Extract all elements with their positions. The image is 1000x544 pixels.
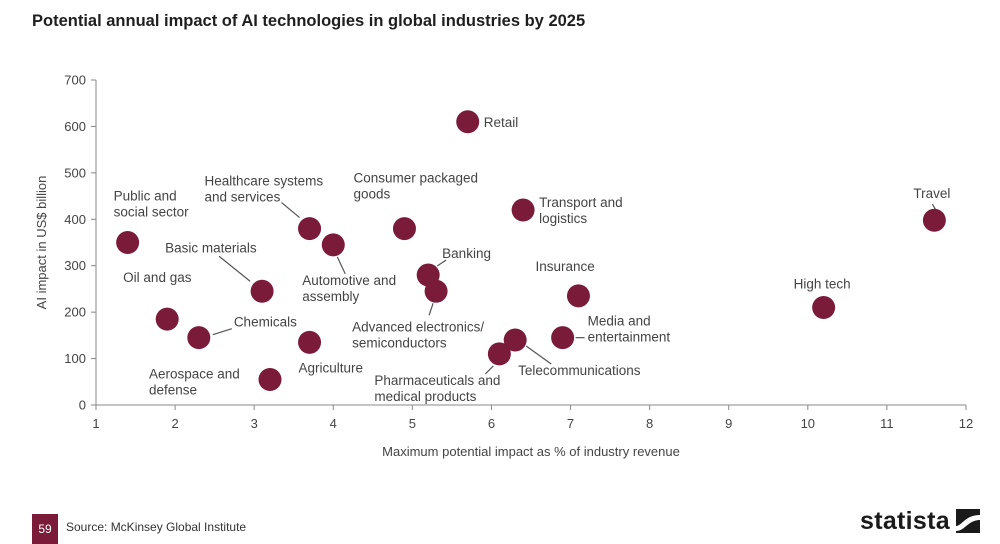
- x-tick-label: 3: [251, 416, 258, 431]
- data-point-label: Pharmaceuticals and medical products: [374, 373, 500, 404]
- x-tick-label: 6: [488, 416, 495, 431]
- data-point: [250, 279, 274, 303]
- data-point: [551, 326, 575, 350]
- data-point: [258, 367, 282, 391]
- x-tick-label: 11: [880, 416, 894, 431]
- data-point: [116, 231, 140, 254]
- data-point: [503, 328, 527, 352]
- data-point-label: Telecommunications: [518, 363, 641, 378]
- y-tick-label: 300: [64, 258, 86, 273]
- data-point: [487, 342, 511, 366]
- label-leader-line: [931, 203, 936, 210]
- data-point-label: Aerospace and defense: [149, 366, 240, 397]
- page-number-badge: 59: [32, 514, 58, 544]
- source-note: Source: McKinsey Global Institute: [66, 520, 247, 534]
- x-tick-label: 2: [171, 416, 178, 431]
- chart-title: Potential annual impact of AI technologi…: [32, 12, 586, 30]
- data-point-label: Chemicals: [234, 315, 297, 330]
- logo-text: statista: [860, 506, 950, 535]
- data-point: [511, 198, 535, 222]
- data-point: [812, 296, 836, 319]
- data-point: [424, 279, 448, 303]
- y-tick-label: 500: [64, 165, 86, 180]
- label-leader-line: [212, 328, 232, 336]
- data-point-label: Oil and gas: [123, 270, 192, 285]
- data-point-label: Media and entertainment: [588, 314, 671, 345]
- label-leader-line: [281, 202, 300, 219]
- data-point-label: High tech: [794, 277, 851, 292]
- y-tick-label: 400: [64, 212, 86, 227]
- data-point-label: Healthcare systems and services: [205, 174, 324, 205]
- x-tick-label: 12: [959, 416, 973, 431]
- data-point: [187, 326, 211, 350]
- statista-wave-icon: [955, 509, 980, 533]
- data-point-label: Consumer packaged goods: [353, 171, 478, 202]
- y-tick-label: 700: [64, 73, 86, 88]
- data-point: [298, 330, 322, 354]
- x-tick-label: 10: [801, 416, 815, 431]
- data-point-label: Banking: [442, 246, 491, 261]
- data-point: [922, 208, 946, 232]
- y-tick-label: 100: [64, 351, 86, 366]
- y-tick-label: 0: [79, 398, 86, 413]
- x-tick-label: 5: [409, 416, 416, 431]
- x-tick-label: 4: [330, 416, 337, 431]
- label-leader-line: [484, 365, 494, 375]
- x-tick-label: 7: [567, 416, 574, 431]
- x-axis-title: Maximum potential impact as % of industr…: [382, 444, 680, 459]
- data-point: [298, 217, 322, 241]
- data-point: [566, 284, 590, 308]
- data-point-label: Retail: [484, 115, 519, 130]
- x-tick-label: 9: [725, 416, 732, 431]
- y-tick-label: 200: [64, 305, 86, 320]
- data-point: [321, 233, 345, 257]
- statista-logo[interactable]: statista: [860, 504, 980, 538]
- y-axis-title: AI impact in US$ billion: [34, 176, 49, 310]
- data-point: [155, 307, 179, 331]
- label-leader-line: [218, 255, 251, 282]
- data-point: [456, 110, 480, 134]
- label-leader-line: [428, 303, 434, 316]
- x-tick-label: 1: [92, 416, 99, 431]
- y-tick-label: 600: [64, 119, 86, 134]
- label-leader-line: [336, 256, 346, 275]
- data-point-label: Agriculture: [299, 360, 364, 375]
- data-point-label: Basic materials: [165, 240, 257, 255]
- x-tick-label: 8: [646, 416, 653, 431]
- data-point-label: Transport and logistics: [539, 195, 623, 226]
- data-point-label: Advanced electronics/semiconductors: [352, 319, 484, 350]
- data-point-label: Insurance: [535, 259, 594, 274]
- data-point: [392, 217, 416, 241]
- label-leader-line: [436, 259, 447, 267]
- data-point-label: Travel: [913, 186, 950, 201]
- data-point-label: Automotive and assembly: [302, 273, 396, 304]
- data-point-label: Public and social sector: [114, 189, 190, 220]
- label-leader-line: [525, 345, 552, 365]
